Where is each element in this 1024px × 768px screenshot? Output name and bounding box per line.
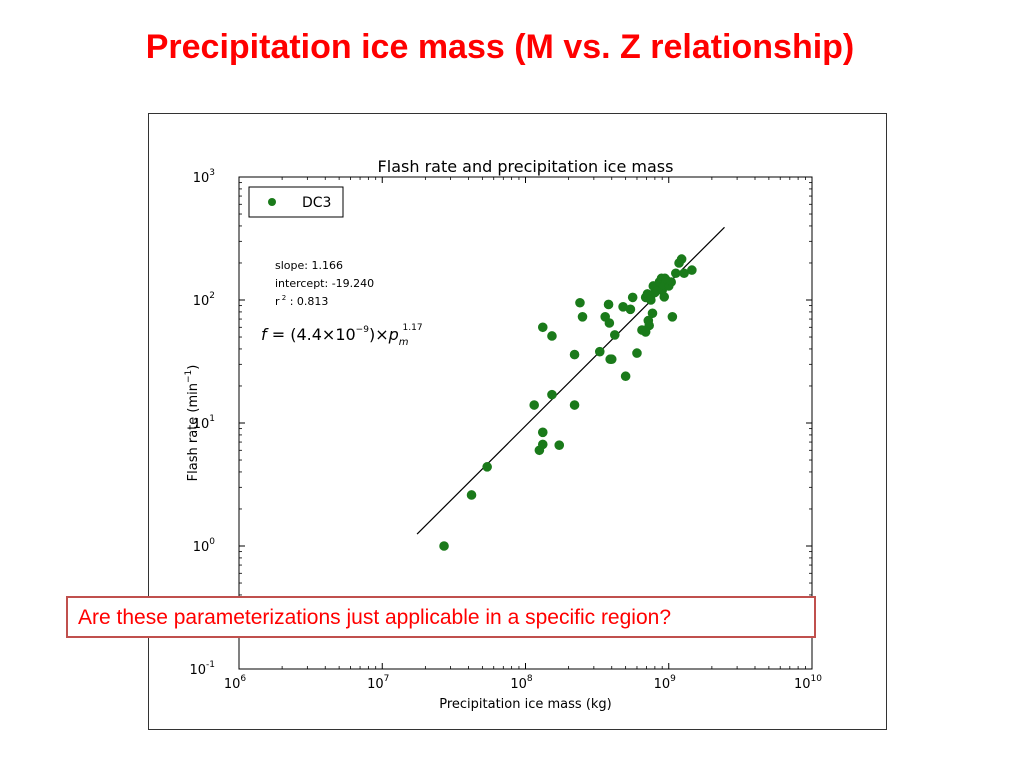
data-point (646, 295, 656, 305)
x-tick-label: 109 (654, 674, 677, 692)
y-tick-label: 103 (193, 168, 215, 186)
stats-slope: slope: 1.166 (275, 259, 343, 272)
data-point (575, 297, 585, 308)
data-point (603, 299, 614, 310)
slide-title: Precipitation ice mass (M vs. Z relation… (145, 28, 855, 66)
data-point (606, 354, 617, 365)
data-point (644, 320, 654, 331)
data-point (577, 312, 588, 322)
y-tick-label: 10-1 (189, 660, 215, 678)
data-point (569, 400, 580, 410)
data-point (537, 322, 548, 333)
y-tick-label: 100 (193, 537, 216, 555)
data-point (529, 400, 539, 410)
stats-intercept: intercept: -19.240 (275, 277, 374, 290)
data-point (594, 346, 605, 357)
chart-title: Flash rate and precipitation ice mass (378, 157, 674, 176)
data-point (569, 349, 580, 360)
data-point (482, 462, 492, 472)
legend-box (248, 186, 344, 218)
data-point (627, 292, 638, 303)
data-point (547, 389, 557, 400)
x-axis-label: Precipitation ice mass (kg) (439, 697, 612, 712)
y-tick-label: 101 (193, 414, 215, 432)
data-point (666, 277, 676, 287)
data-point (625, 304, 636, 315)
data-point (537, 439, 548, 450)
data-point (609, 330, 620, 340)
x-tick-label: 1010 (794, 674, 822, 692)
y-tick-label: 102 (193, 291, 215, 309)
legend-marker (268, 198, 276, 206)
y-axis-label: Flash rate (min−1) (184, 365, 201, 482)
data-point (439, 541, 449, 551)
x-tick-label: 108 (510, 674, 533, 692)
data-point (671, 268, 681, 279)
data-point (537, 427, 548, 438)
x-tick-label: 107 (367, 674, 389, 692)
data-point (676, 254, 687, 264)
data-point (604, 318, 615, 328)
data-point (687, 265, 697, 275)
data-point (632, 348, 642, 358)
stats-r-squared: r 2 : 0.813 (275, 294, 328, 308)
data-point (554, 440, 565, 450)
data-point (547, 331, 557, 341)
legend-label: DC3 (302, 195, 331, 211)
data-point (667, 312, 678, 322)
data-point (659, 292, 670, 302)
data-point (466, 490, 477, 500)
x-tick-label: 106 (224, 674, 247, 692)
data-point (620, 371, 631, 382)
data-point (647, 308, 658, 319)
question-callout: Are these parameterizations just applica… (66, 596, 816, 638)
fit-equation: f = (4.4×10−9)×pm1.17 (261, 323, 423, 348)
scatter-chart: Flash rate and precipitation ice mass 106… (184, 157, 822, 712)
